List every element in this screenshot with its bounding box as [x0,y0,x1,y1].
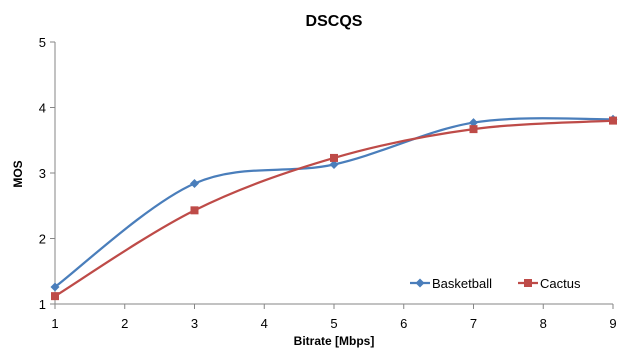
data-point-cactus [469,125,478,134]
plot-area: 1 2 3 4 5 1 2 3 4 5 6 7 8 9 [39,35,618,331]
data-point-cactus [51,292,59,301]
legend-marker-basketball [415,278,425,288]
y-tick-label: 5 [39,35,46,50]
x-tick-label: 5 [330,316,337,331]
x-tick-label: 2 [121,316,128,331]
data-point-cactus [609,116,617,125]
x-tick-label: 9 [609,316,616,331]
y-tick-label: 4 [39,101,46,116]
legend-label-cactus: Cactus [540,276,581,291]
data-point-basketball [50,282,60,292]
data-point-basketball [190,178,199,188]
data-point-basketball [469,118,478,128]
y-tick-label: 1 [39,297,46,312]
x-tick-label: 7 [470,316,477,331]
x-tick-label: 6 [400,316,407,331]
y-tick-label: 2 [39,232,46,247]
legend-label-basketball: Basketball [432,276,492,291]
data-point-basketball [329,159,339,169]
legend-marker-cactus [524,279,532,287]
data-point-cactus [190,206,199,215]
series-line-cactus [54,119,614,298]
x-tick-label: 4 [261,316,268,331]
y-tick-label: 3 [39,166,46,181]
legend: Basketball Cactus [410,276,581,291]
x-axis-title: Bitrate [Mbps] [294,334,375,348]
chart-title: DSCQS [306,13,363,30]
y-axis-title: MOS [11,160,25,187]
x-tick-label: 8 [540,316,547,331]
series-line-basketball [54,117,614,288]
x-tick-label: 3 [191,316,198,331]
data-point-cactus [330,153,338,162]
x-tick-label: 1 [51,316,58,331]
